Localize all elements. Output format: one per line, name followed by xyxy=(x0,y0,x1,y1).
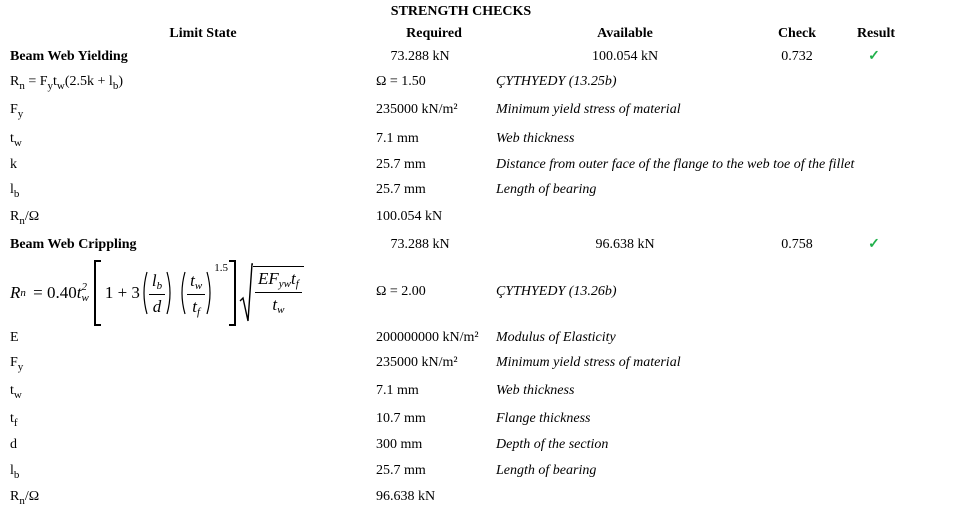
left-bracket xyxy=(93,260,101,326)
param-value: 7.1 mm xyxy=(376,383,419,398)
param-symbol: lb xyxy=(10,463,20,481)
param-description: Depth of the section xyxy=(496,437,609,452)
param-symbol: E xyxy=(10,330,19,345)
param-description: Web thickness xyxy=(496,383,575,398)
check-mark-icon: ✓ xyxy=(868,237,880,252)
left-paren xyxy=(181,271,186,315)
crippling-check: 0.758 xyxy=(781,237,813,252)
param-value: 25.7 mm xyxy=(376,182,426,197)
right-paren xyxy=(166,271,171,315)
param-value: 10.7 mm xyxy=(376,411,426,426)
right-paren xyxy=(206,271,211,315)
param-symbol: Fy xyxy=(10,355,24,373)
param-description: Flange thickness xyxy=(496,411,591,426)
param-value: 235000 kN/m² xyxy=(376,355,458,370)
param-description: Modulus of Elasticity xyxy=(496,330,616,345)
report-title: STRENGTH CHECKS xyxy=(390,4,532,19)
check-mark-icon: ✓ xyxy=(868,49,880,64)
crippling-omega: Ω = 2.00 xyxy=(376,284,426,299)
yielding-required: 73.288 kN xyxy=(390,49,450,64)
param-description: Minimum yield stress of material xyxy=(496,355,681,370)
header-result: Result xyxy=(856,26,896,41)
sqrt-sign xyxy=(239,263,253,322)
param-value: 7.1 mm xyxy=(376,131,419,146)
param-description: Length of bearing xyxy=(496,182,597,197)
param-value: 235000 kN/m² xyxy=(376,102,458,117)
param-value: 25.7 mm xyxy=(376,157,426,172)
crippling-result-label: Rn/Ω xyxy=(10,489,40,507)
param-symbol: tw xyxy=(10,383,22,401)
param-value: 300 mm xyxy=(376,437,423,452)
yielding-formula: Rn = Fytw(2.5k + lb) xyxy=(10,74,123,92)
yielding-available: 100.054 kN xyxy=(591,49,659,64)
yielding-reference: ÇYTHYEDY (13.25b) xyxy=(496,74,617,89)
left-paren xyxy=(143,271,148,315)
header-required: Required xyxy=(406,26,462,41)
yielding-title: Beam Web Yielding xyxy=(10,49,128,64)
crippling-required: 73.288 kN xyxy=(390,237,450,252)
param-description: Minimum yield stress of material xyxy=(496,102,681,117)
crippling-available: 96.638 kN xyxy=(595,237,655,252)
param-value: 25.7 mm xyxy=(376,463,426,478)
param-symbol: lb xyxy=(10,182,20,200)
param-value: 200000000 kN/m² xyxy=(376,330,479,345)
yielding-check: 0.732 xyxy=(781,49,813,64)
param-symbol: k xyxy=(10,157,17,172)
param-symbol: d xyxy=(10,437,17,452)
yielding-omega: Ω = 1.50 xyxy=(376,74,426,89)
crippling-result-value: 96.638 kN xyxy=(376,489,436,504)
right-bracket xyxy=(228,260,236,326)
crippling-title: Beam Web Crippling xyxy=(10,237,137,252)
header-limit-state: Limit State xyxy=(169,26,237,41)
yielding-result-label: Rn/Ω xyxy=(10,209,40,227)
param-symbol: tf xyxy=(10,411,18,429)
param-description: Web thickness xyxy=(496,131,575,146)
param-symbol: tw xyxy=(10,131,22,149)
param-description: Distance from outer face of the flange t… xyxy=(496,157,855,172)
param-description: Length of bearing xyxy=(496,463,597,478)
param-symbol: Fy xyxy=(10,102,24,120)
header-check: Check xyxy=(777,26,817,41)
header-available: Available xyxy=(597,26,653,41)
yielding-result-value: 100.054 kN xyxy=(376,209,443,224)
crippling-reference: ÇYTHYEDY (13.26b) xyxy=(496,284,617,299)
